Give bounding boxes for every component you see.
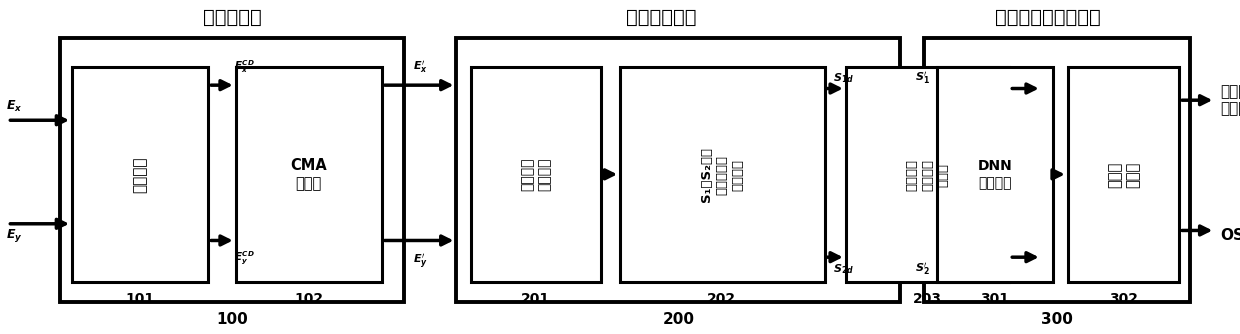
Text: $S_{2d}$: $S_{2d}$ <box>833 262 854 276</box>
Text: 信号特征提取与识别: 信号特征提取与识别 <box>994 8 1101 27</box>
Bar <box>937 67 1053 282</box>
Text: 斯托克斯
空间映射: 斯托克斯 空间映射 <box>521 158 552 191</box>
Text: $S_1'$: $S_1'$ <box>915 70 930 87</box>
Text: $E_x'$: $E_x'$ <box>413 59 428 75</box>
Text: 200: 200 <box>662 312 694 327</box>
Text: $E_y$: $E_y$ <box>6 227 22 244</box>
Text: S₁和S₂矢量
方向投射与
分布统计: S₁和S₂矢量 方向投射与 分布统计 <box>701 147 744 202</box>
Text: $S_{1d}$: $S_{1d}$ <box>833 71 854 86</box>
Text: 调制格
式类型: 调制格 式类型 <box>1220 84 1240 117</box>
Text: 信号预处理: 信号预处理 <box>202 8 262 27</box>
Bar <box>471 67 601 282</box>
Bar <box>236 67 382 282</box>
Bar <box>1068 67 1179 282</box>
Text: 302: 302 <box>1109 292 1138 306</box>
Text: 色散补偿: 色散补偿 <box>133 156 148 193</box>
Bar <box>72 67 208 282</box>
Bar <box>620 67 825 282</box>
Text: $E_y^{CD}$: $E_y^{CD}$ <box>234 249 255 267</box>
Text: DNN
神经网络: DNN 神经网络 <box>977 159 1013 190</box>
Text: 信号特
征识别: 信号特 征识别 <box>1107 161 1140 188</box>
Text: $E_y'$: $E_y'$ <box>413 253 428 272</box>
Text: 100: 100 <box>216 312 248 327</box>
Text: 202: 202 <box>707 292 737 306</box>
Text: 301: 301 <box>980 292 1009 306</box>
Text: $S_2'$: $S_2'$ <box>915 261 930 277</box>
Text: 101: 101 <box>125 292 155 306</box>
Text: 信号特征增强: 信号特征增强 <box>626 8 696 27</box>
Text: 203: 203 <box>913 292 942 306</box>
Text: $E_x$: $E_x$ <box>6 99 22 115</box>
Text: 统计曲线
拟合与一
阶求导: 统计曲线 拟合与一 阶求导 <box>905 159 950 190</box>
Bar <box>846 67 1009 282</box>
Text: 201: 201 <box>521 292 551 306</box>
Bar <box>60 38 404 302</box>
Bar <box>456 38 900 302</box>
Bar <box>924 38 1190 302</box>
Text: OSNR值: OSNR值 <box>1220 227 1240 242</box>
Text: CMA
预均衡: CMA 预均衡 <box>290 158 327 191</box>
Text: $E_x^{CD}$: $E_x^{CD}$ <box>234 58 255 75</box>
Text: 300: 300 <box>1040 312 1073 327</box>
Text: 102: 102 <box>294 292 324 306</box>
